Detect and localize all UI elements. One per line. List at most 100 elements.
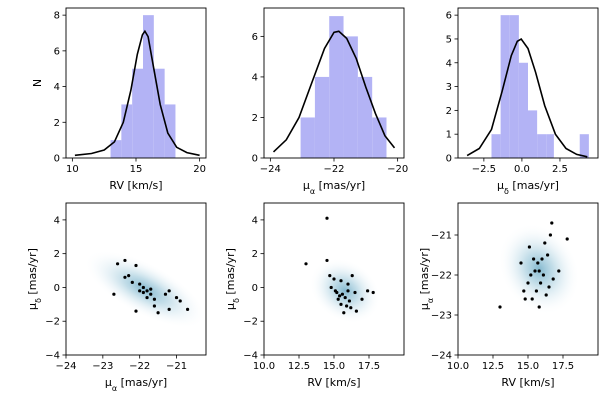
- y-tick-label: 4: [54, 82, 60, 93]
- histogram-bar: [329, 16, 344, 158]
- scatter-point: [134, 263, 138, 268]
- scatter-point: [349, 306, 353, 310]
- axes-frame: [457, 7, 599, 159]
- scatter-point: [138, 282, 142, 286]
- histogram-bar: [314, 76, 330, 158]
- x-tick-label: −21: [166, 361, 187, 372]
- scatter-point: [346, 282, 350, 286]
- scatter-point: [526, 281, 530, 285]
- density-shading: [309, 258, 381, 324]
- scatter-point: [547, 285, 551, 289]
- y-tick-label: −23: [431, 311, 452, 322]
- plot-area: [74, 15, 200, 158]
- scatter-point: [145, 289, 149, 293]
- y-tick-label: 8: [54, 11, 60, 22]
- x-tick-label: 10.0: [447, 361, 469, 372]
- histogram-bar: [528, 110, 538, 158]
- scatter-point: [141, 285, 145, 290]
- histogram-bar: [357, 76, 373, 158]
- x-axis-label: μα [mas/yr]: [303, 179, 365, 196]
- x-tick-label: 12.5: [288, 361, 310, 372]
- histogram-bar: [500, 15, 510, 158]
- scatter-point: [127, 274, 131, 278]
- scatter-point: [156, 311, 160, 315]
- scatter-point: [304, 262, 308, 266]
- y-tick-label: 0: [54, 283, 60, 294]
- scatter-point: [347, 299, 351, 303]
- scatter-point: [340, 292, 344, 296]
- y-tick-label: 0: [252, 154, 258, 165]
- scatter-point: [536, 261, 540, 265]
- y-tick-label: 2: [252, 249, 258, 260]
- scatter-point: [353, 290, 357, 295]
- scatter-point: [537, 305, 541, 309]
- histogram-bar: [343, 36, 358, 158]
- scatter-point: [152, 304, 157, 308]
- y-axis-label: μα [mas/yr]: [418, 248, 435, 310]
- y-tick-label: 2: [446, 106, 452, 117]
- x-tick-label: 2.5: [552, 164, 568, 175]
- density-shading: [498, 223, 580, 315]
- scatter-point: [335, 290, 339, 295]
- scatter-point: [550, 221, 554, 225]
- x-axis-label: μα [mas/yr]: [105, 376, 167, 393]
- scatter-point: [345, 304, 349, 308]
- scatter-point: [346, 289, 350, 293]
- scatter-point: [174, 295, 179, 300]
- panel-hist-mua: −24 −22 −20 0 2 4 6 μα [mas/yr]: [252, 7, 408, 196]
- scatter-point: [546, 253, 550, 257]
- x-tick-label: −24: [55, 361, 76, 372]
- scatter-point: [332, 277, 336, 281]
- scatter-point: [329, 285, 333, 290]
- scatter-point: [145, 295, 149, 300]
- scatter-point: [325, 258, 329, 263]
- y-tick-label: 6: [252, 32, 258, 43]
- scatter-point: [339, 302, 343, 306]
- y-axis-label: μδ [mas/yr]: [224, 248, 241, 310]
- histogram-bar: [132, 68, 143, 158]
- histogram-bar: [110, 140, 122, 158]
- scatter-point: [360, 297, 364, 301]
- x-tick-label: 0.0: [514, 164, 530, 175]
- scatter-point: [557, 269, 561, 273]
- y-tick-label: 0: [446, 154, 452, 165]
- x-tick-label: −24: [260, 164, 281, 175]
- x-tick-label: 20: [193, 164, 206, 175]
- y-tick-label: −24: [431, 351, 452, 362]
- scatter-point: [544, 293, 548, 297]
- scatter-point: [325, 216, 329, 220]
- scatter-point: [537, 269, 541, 273]
- scatter-point: [565, 237, 569, 241]
- x-axis-label: RV [km/s]: [307, 376, 360, 389]
- y-tick-label: 4: [446, 58, 452, 69]
- x-tick-label: −20: [387, 164, 408, 175]
- scatter-point: [543, 241, 547, 245]
- scatter-point: [134, 309, 138, 313]
- scatter-point: [519, 261, 523, 265]
- x-tick-label: −23: [92, 361, 113, 372]
- y-tick-label: −21: [431, 231, 452, 242]
- panel-hist-mud: −2.5 0.0 2.5 0 1 2 3 4 5 6 μδ [mas/yr]: [446, 7, 599, 196]
- scatter-point: [178, 299, 182, 303]
- histogram-bar: [546, 134, 554, 158]
- scatter-point: [534, 289, 539, 293]
- y-tick-label: −4: [243, 351, 258, 362]
- scatter-point: [141, 290, 145, 295]
- scatter-point: [167, 307, 171, 311]
- y-tick-label: 0: [54, 154, 60, 165]
- scatter-point: [123, 258, 127, 263]
- y-tick-label: 0: [252, 283, 258, 294]
- scatter-point: [163, 292, 168, 296]
- x-tick-label: −22: [129, 361, 150, 372]
- scatter-point: [350, 274, 354, 278]
- histogram-bar: [372, 117, 387, 158]
- y-tick-label: −2: [243, 317, 258, 328]
- histogram-bar: [518, 62, 528, 158]
- scatter-point: [533, 269, 537, 273]
- scatter-point: [343, 295, 347, 300]
- y-tick-label: 4: [252, 72, 258, 83]
- scatter-point: [149, 292, 153, 296]
- histogram-bar: [509, 15, 519, 158]
- panel-hist-rv: 10 15 20 0 2 4 6 8 RV [km/s] N: [31, 7, 207, 192]
